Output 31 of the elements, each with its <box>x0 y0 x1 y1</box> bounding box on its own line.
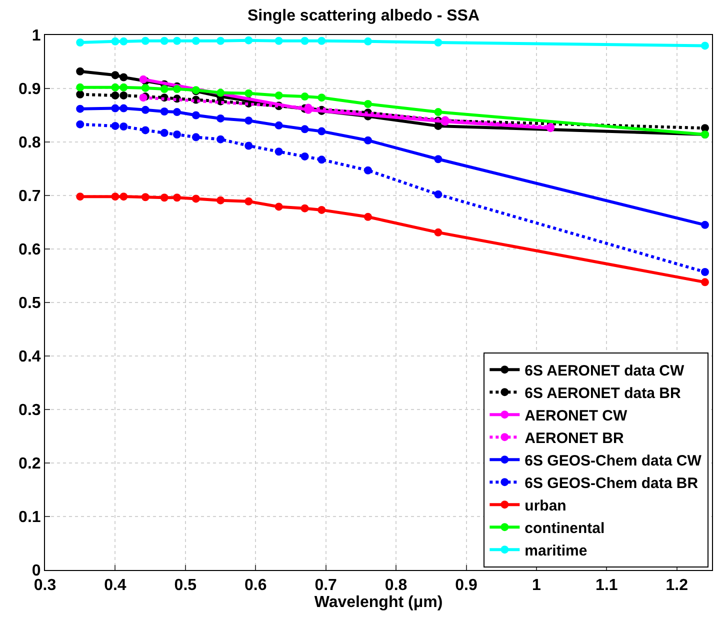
y-tick-label: 1 <box>32 28 41 45</box>
chart-title: Single scattering albedo - SSA <box>247 7 480 24</box>
y-tick-label: 0.3 <box>18 402 41 420</box>
legend-label: 6S GEOS-Chem data CW <box>524 452 702 470</box>
legend-label: continental <box>524 520 605 537</box>
x-tick-label: 0.9 <box>455 577 478 594</box>
x-tick-label: 1 <box>532 577 542 594</box>
y-tick-label: 0.1 <box>18 509 41 526</box>
legend-label: 6S AERONET data BR <box>524 384 681 402</box>
legend-label: AERONET BR <box>524 430 624 447</box>
x-tick-label: 0.7 <box>314 577 338 594</box>
x-tick-label: 1.1 <box>596 577 618 594</box>
x-tick-label: 0.8 <box>384 577 408 594</box>
y-tick-label: 0.6 <box>18 242 41 259</box>
y-tick-label: 0.9 <box>18 81 41 98</box>
y-tick-label: 0.8 <box>18 134 41 152</box>
legend-label: AERONET CW <box>524 407 628 424</box>
y-tick-label: 0.5 <box>18 295 41 312</box>
x-axis-title: Wavelenght (μm) <box>314 594 443 612</box>
x-tick-label: 0.5 <box>174 577 197 594</box>
legend-label: maritime <box>524 542 588 560</box>
legend-label: 6S GEOS-Chem data BR <box>524 474 698 492</box>
y-tick-label: 0.4 <box>18 348 41 366</box>
x-tick-label: 1.2 <box>666 577 688 594</box>
y-tick-label: 0.7 <box>18 188 41 206</box>
legend-label: 6S AERONET data CW <box>524 362 685 380</box>
y-tick-label: 0.2 <box>18 456 41 473</box>
x-tick-label: 0.4 <box>104 577 126 594</box>
x-tick-label: 0.6 <box>244 577 267 594</box>
y-tick-label: 0 <box>32 562 41 580</box>
legend-label: urban <box>524 497 566 514</box>
